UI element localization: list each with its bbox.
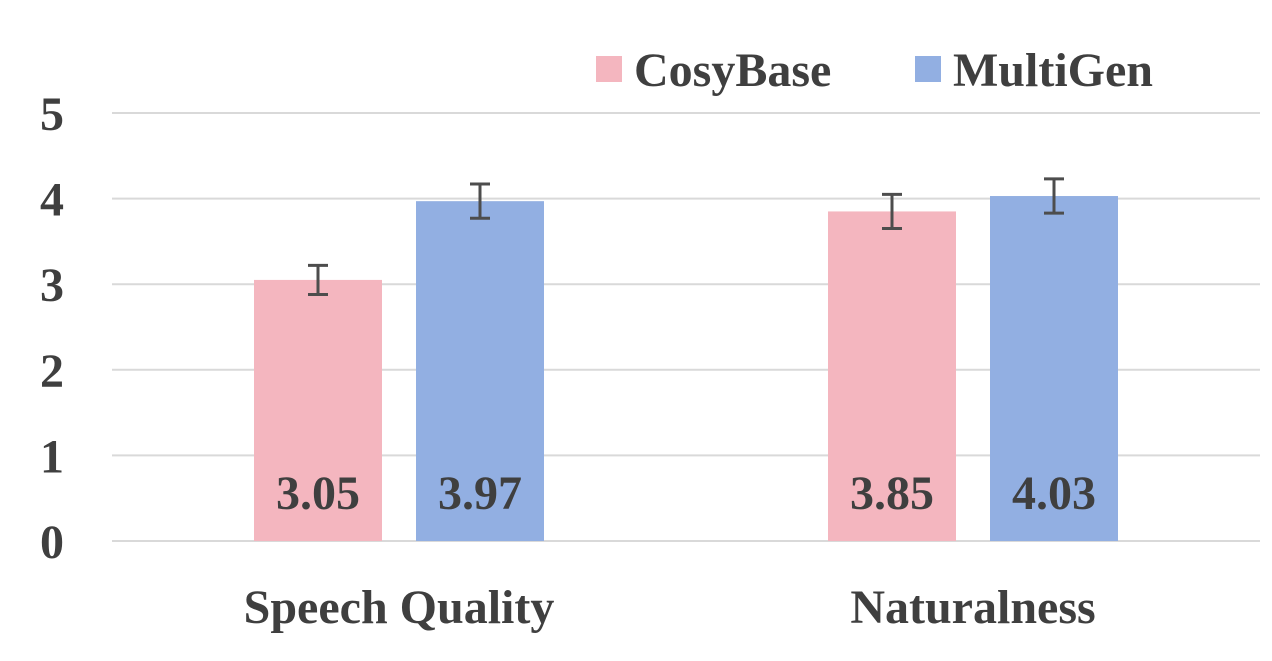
bar-cosybase-naturalness — [828, 211, 956, 541]
data-label: 3.97 — [438, 467, 522, 520]
data-labels: 3.05 3.85 3.97 4.03 — [276, 467, 1096, 520]
x-category-label: Naturalness — [850, 581, 1095, 634]
bar-multigen-naturalness — [990, 196, 1118, 542]
bar-multigen-speech-quality — [416, 201, 544, 541]
y-tick-label: 4 — [40, 174, 64, 227]
y-tick-label: 3 — [40, 259, 64, 312]
error-bar — [1044, 177, 1064, 215]
data-label: 4.03 — [1012, 467, 1096, 520]
legend-label: MultiGen — [953, 44, 1153, 97]
bars — [254, 196, 1118, 542]
legend-swatch — [915, 56, 941, 82]
y-tick-label: 2 — [40, 345, 64, 398]
bar-cosybase-speech-quality — [254, 279, 382, 541]
y-tick-label: 5 — [40, 88, 64, 141]
legend-swatch — [596, 56, 622, 82]
y-axis-ticks: 0 1 2 3 4 5 — [40, 88, 64, 569]
error-bar — [470, 182, 490, 220]
error-bar — [882, 192, 902, 231]
y-tick-label: 1 — [40, 430, 64, 483]
legend: CosyBase MultiGen — [596, 44, 1153, 97]
data-label: 3.05 — [276, 467, 360, 520]
y-tick-label: 0 — [40, 516, 64, 569]
x-axis-categories: Speech Quality Naturalness — [244, 581, 1096, 634]
legend-label: CosyBase — [634, 44, 831, 97]
error-bar — [308, 263, 328, 296]
x-category-label: Speech Quality — [244, 581, 555, 634]
legend-item-cosybase: CosyBase — [596, 44, 831, 97]
legend-item-multigen: MultiGen — [915, 44, 1153, 97]
data-label: 3.85 — [850, 467, 934, 520]
error-bars — [308, 177, 1064, 296]
